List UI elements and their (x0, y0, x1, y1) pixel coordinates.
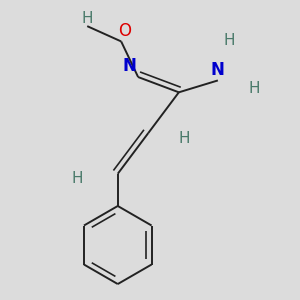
Text: H: H (178, 130, 190, 146)
Text: N: N (211, 61, 225, 79)
Text: H: H (71, 171, 83, 186)
Text: O: O (118, 22, 131, 40)
Text: H: H (224, 33, 236, 48)
Text: H: H (82, 11, 93, 26)
Text: H: H (248, 81, 260, 96)
Text: N: N (123, 57, 136, 75)
